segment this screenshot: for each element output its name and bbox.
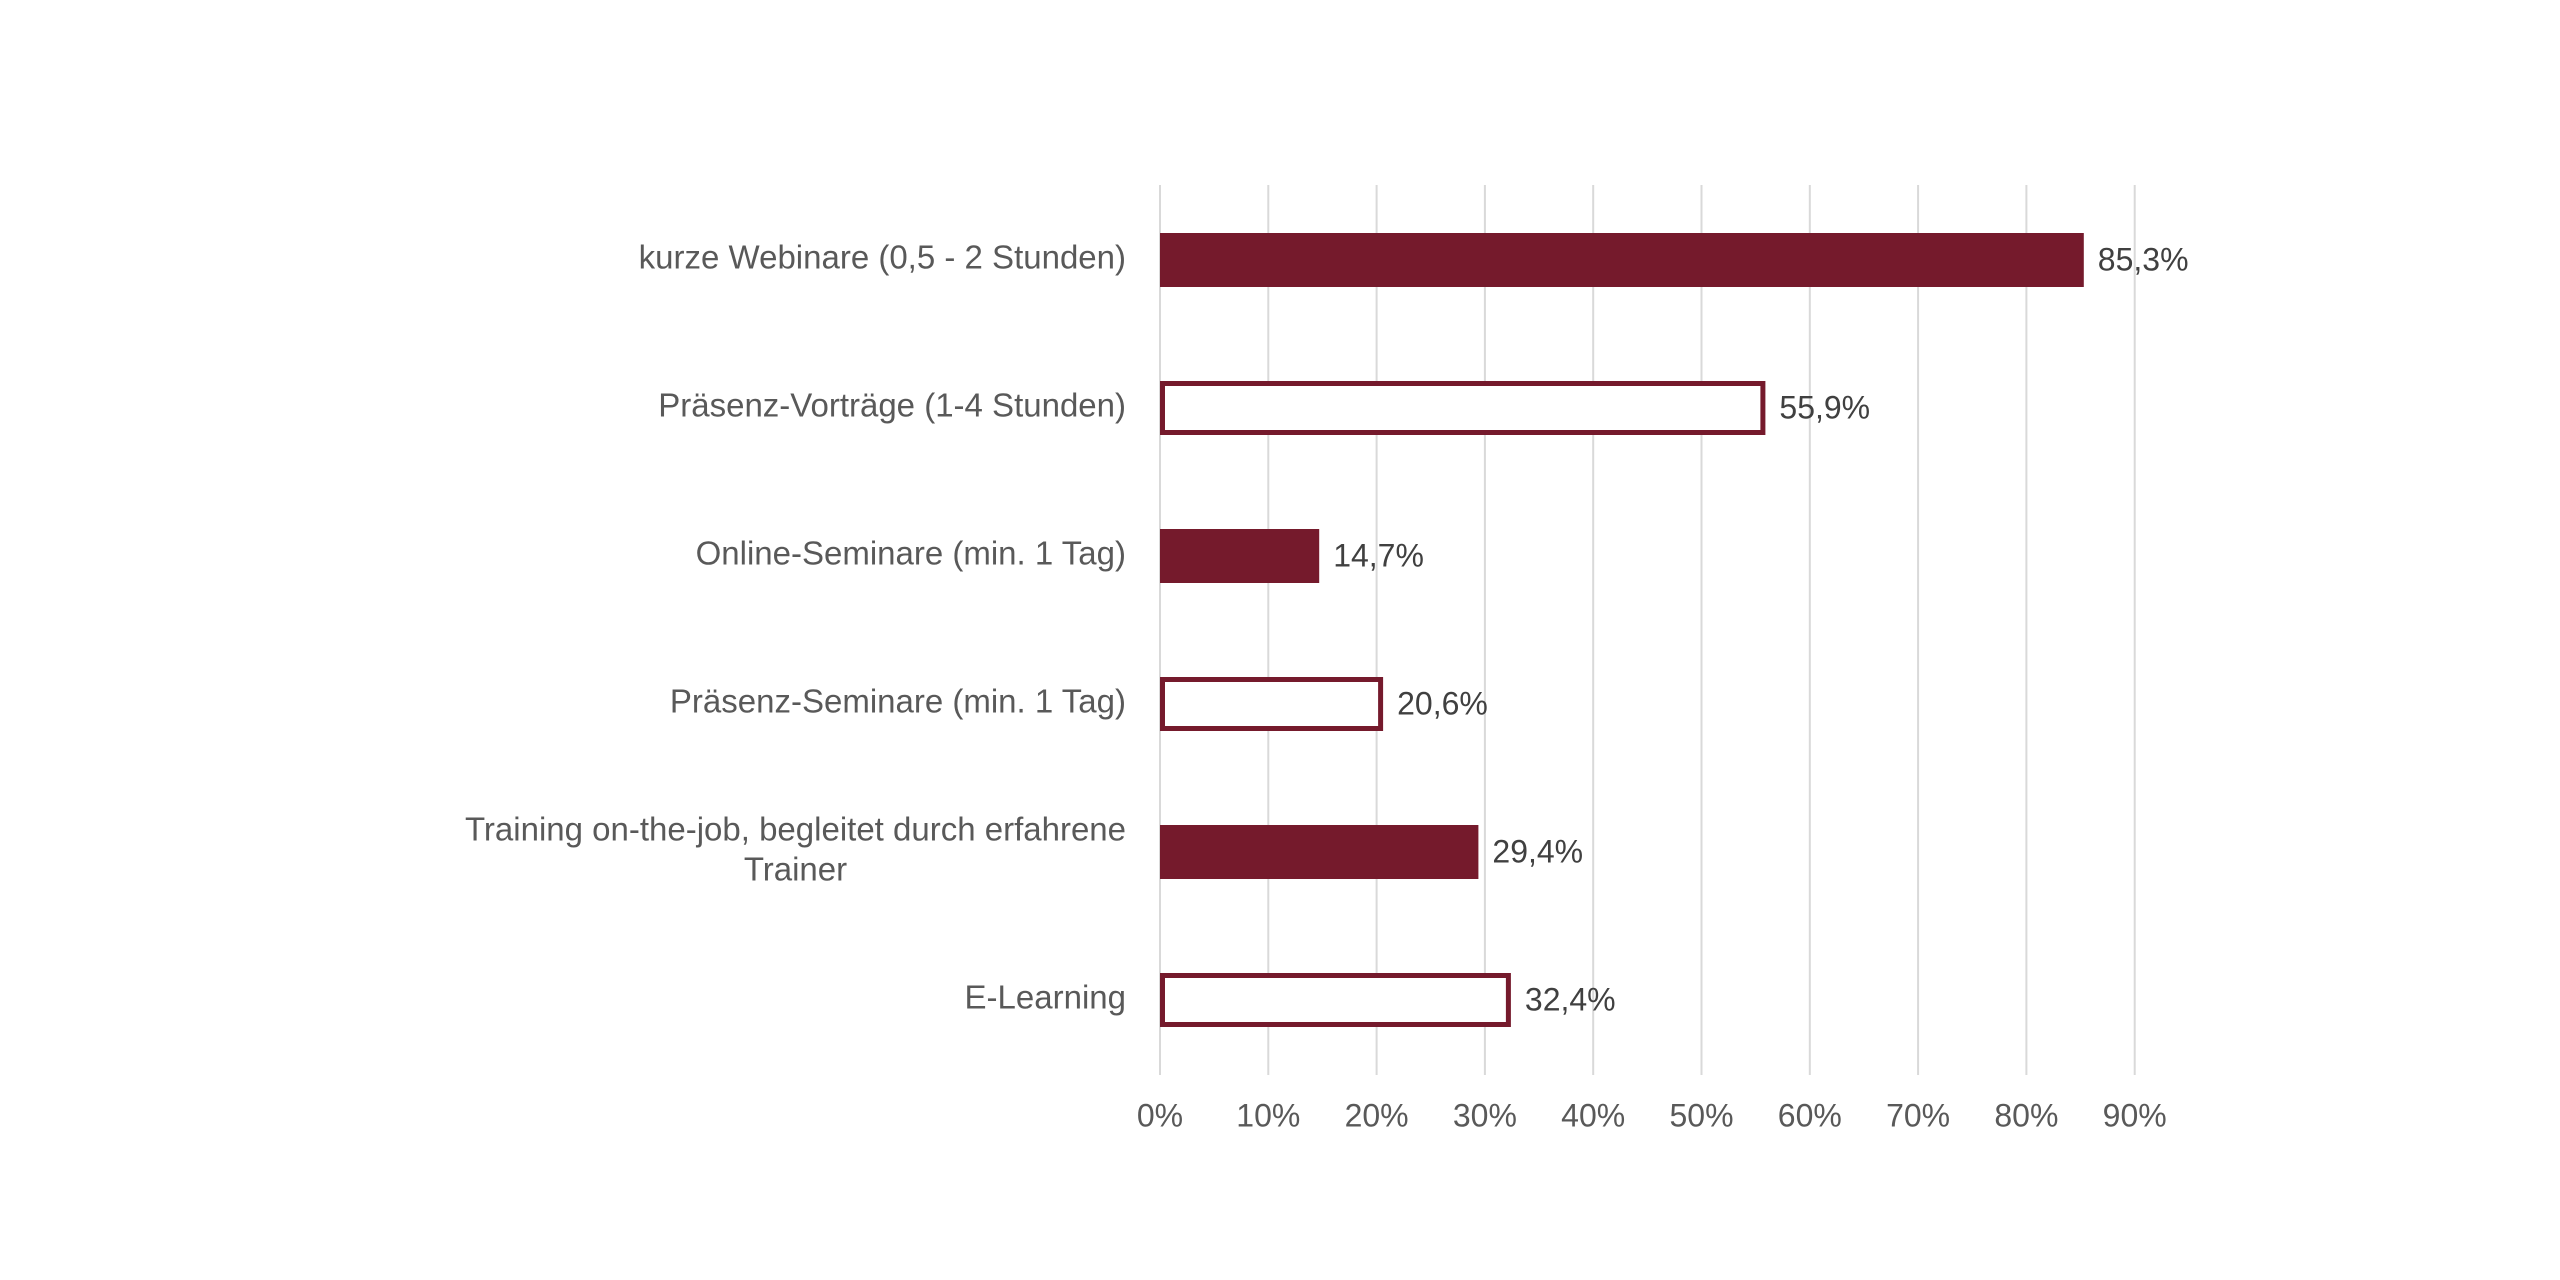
- x-tick-label: 90%: [2103, 1097, 2167, 1133]
- x-tick-label: 40%: [1561, 1097, 1625, 1133]
- bar: [1160, 677, 1384, 731]
- category-label: E-Learning: [965, 979, 1126, 1016]
- x-tick-label: 50%: [1669, 1097, 1733, 1133]
- data-label: 32,4%: [1525, 981, 1616, 1017]
- x-tick-label: 70%: [1886, 1097, 1950, 1133]
- bar: [1160, 973, 1511, 1027]
- category-label: kurze Webinare (0,5 - 2 Stunden): [639, 239, 1126, 276]
- data-label: 29,4%: [1492, 833, 1583, 869]
- x-axis-tick-labels: 0% 10% 20% 30% 40% 50% 60% 70% 80% 90%: [1137, 1097, 2167, 1133]
- data-label: 55,9%: [1779, 389, 1870, 425]
- category-label: Training on-the-job, begleitet durch erf…: [465, 811, 1126, 848]
- bars: [1160, 233, 2084, 1027]
- category-label: Präsenz-Vorträge (1-4 Stunden): [658, 387, 1126, 424]
- gridlines: [1159, 185, 2136, 1075]
- x-tick-label: 20%: [1345, 1097, 1409, 1133]
- x-tick-label: 10%: [1236, 1097, 1300, 1133]
- category-label: Präsenz-Seminare (min. 1 Tag): [670, 683, 1126, 720]
- bar: [1160, 825, 1479, 879]
- data-label: 85,3%: [2098, 241, 2189, 277]
- x-tick-label: 80%: [1994, 1097, 2058, 1133]
- data-labels: 85,3% 55,9% 14,7% 20,6% 29,4% 32,4%: [1333, 241, 2188, 1017]
- category-labels: kurze Webinare (0,5 - 2 Stunden) Präsenz-…: [465, 239, 1126, 1016]
- bar: [1160, 233, 2084, 287]
- data-label: 20,6%: [1397, 685, 1488, 721]
- category-label: Trainer: [744, 851, 847, 888]
- category-label: Online-Seminare (min. 1 Tag): [696, 535, 1126, 572]
- bar: [1160, 381, 1766, 435]
- x-tick-label: 30%: [1453, 1097, 1517, 1133]
- bar: [1160, 529, 1320, 583]
- x-tick-label: 60%: [1778, 1097, 1842, 1133]
- data-label: 14,7%: [1333, 537, 1424, 573]
- x-tick-label: 0%: [1137, 1097, 1183, 1133]
